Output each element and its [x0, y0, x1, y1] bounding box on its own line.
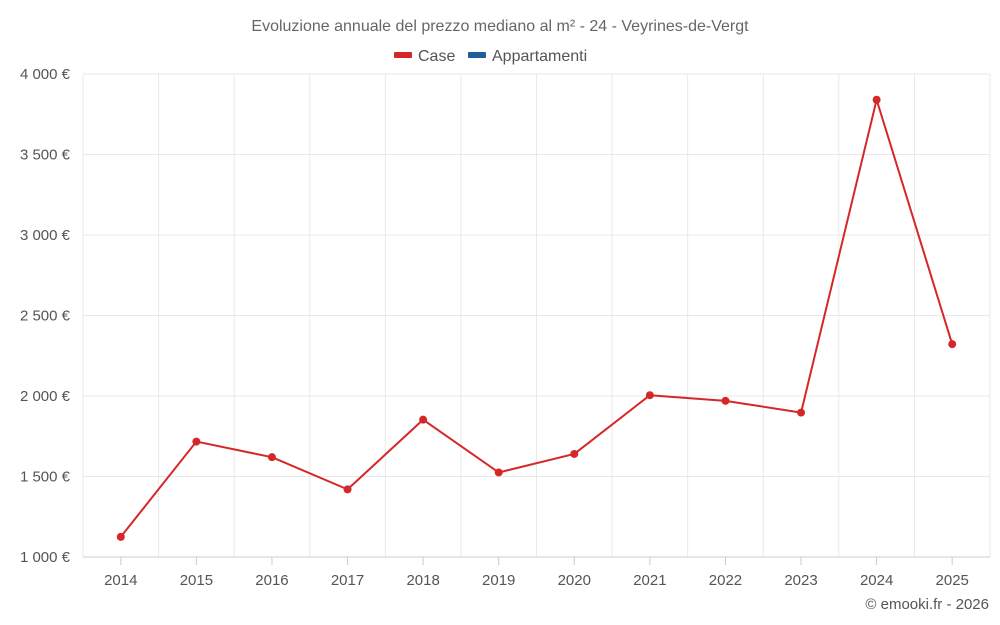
x-tick-label: 2025 — [936, 572, 969, 589]
x-tick-label: 2020 — [558, 572, 591, 589]
y-tick-label: 2 000 € — [20, 388, 71, 405]
credit-text: © emooki.fr - 2026 — [865, 596, 989, 613]
series-case — [116, 95, 957, 541]
legend-label-case: Case — [418, 48, 455, 65]
legend: Case Appartamenti — [394, 48, 587, 65]
legend-item-case[interactable]: Case — [394, 48, 455, 65]
legend-label-appartamenti: Appartamenti — [492, 48, 587, 65]
x-tick-label: 2018 — [406, 572, 439, 589]
y-tick-label: 3 500 € — [20, 147, 71, 164]
x-tick-label: 2017 — [331, 572, 364, 589]
legend-item-appartamenti[interactable]: Appartamenti — [468, 48, 587, 65]
x-tick-label: 2024 — [860, 572, 893, 589]
y-tick-label: 2 500 € — [20, 308, 71, 325]
x-tick-label: 2014 — [104, 572, 137, 589]
data-point-case-2016[interactable] — [267, 453, 276, 462]
series-line-case — [120, 98, 954, 538]
data-point-case-2020[interactable] — [570, 449, 579, 458]
x-tick-label: 2015 — [180, 572, 213, 589]
data-point-case-2014[interactable] — [116, 532, 125, 541]
y-tick-label: 3 000 € — [20, 227, 71, 244]
data-point-case-2022[interactable] — [721, 396, 730, 405]
y-tick-label: 1 000 € — [20, 549, 71, 566]
x-tick-label: 2019 — [482, 572, 515, 589]
legend-swatch-appartamenti — [468, 52, 486, 58]
vertical-gridlines — [82, 74, 991, 557]
data-point-case-2017[interactable] — [343, 485, 352, 494]
data-point-case-2018[interactable] — [419, 415, 428, 424]
y-tick-label: 1 500 € — [20, 469, 71, 486]
chart-title: Evoluzione annuale del prezzo mediano al… — [251, 18, 749, 35]
data-point-case-2024[interactable] — [872, 95, 881, 104]
data-point-case-2023[interactable] — [797, 408, 806, 417]
x-tick-label: 2023 — [784, 572, 817, 589]
data-point-case-2019[interactable] — [494, 468, 503, 477]
x-tick-label: 2021 — [633, 572, 666, 589]
y-axis-ticks: 4 000 € 3 500 € 3 000 € 2 500 € 2 000 € 1 500… — [20, 66, 71, 566]
data-point-case-2021[interactable] — [645, 391, 654, 400]
x-axis-ticks: 2014 2015 2016 2017 2018 2019 2020 2021 2022 2023… — [104, 557, 969, 589]
y-tick-label: 4 000 € — [20, 66, 71, 83]
x-tick-label: 2022 — [709, 572, 742, 589]
data-point-case-2015[interactable] — [192, 437, 201, 446]
data-point-case-2025[interactable] — [948, 340, 957, 349]
legend-swatch-case — [394, 52, 412, 58]
x-tick-label: 2016 — [255, 572, 288, 589]
